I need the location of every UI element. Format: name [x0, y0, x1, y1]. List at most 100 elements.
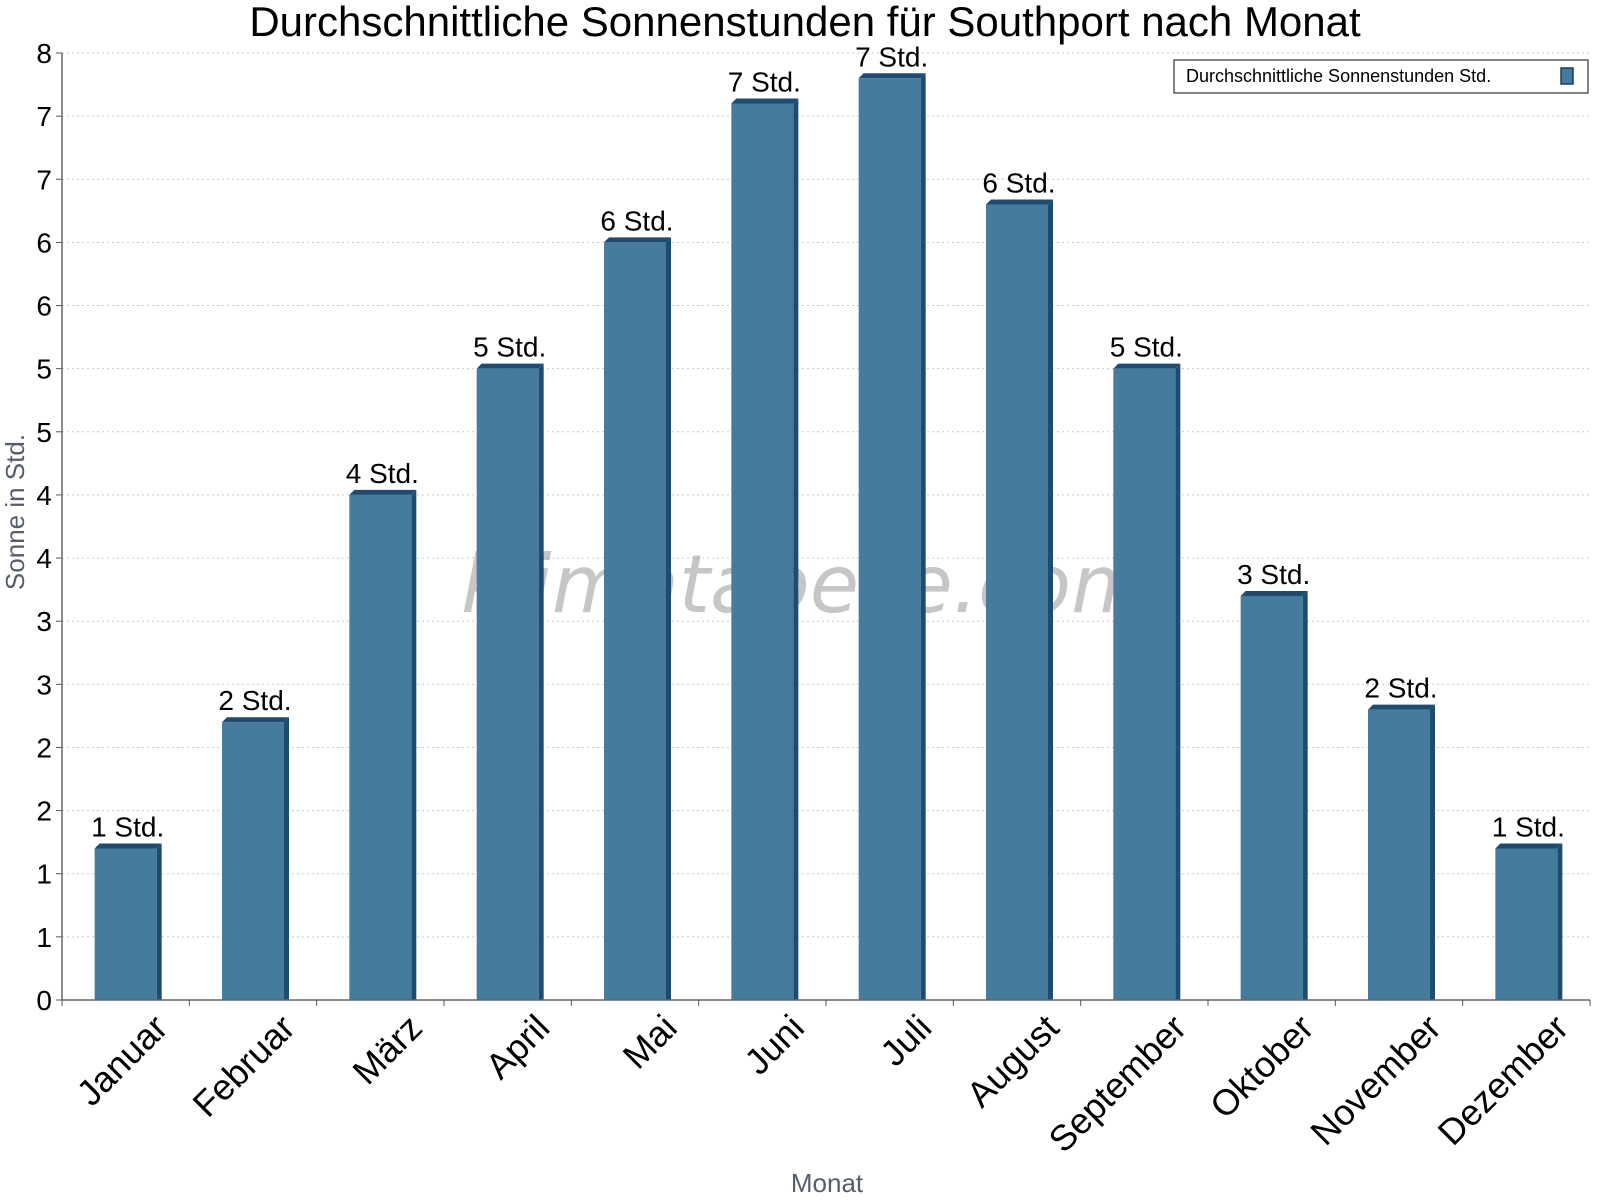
data-label: 5 Std.	[473, 332, 546, 363]
bar-front	[986, 204, 1048, 1000]
data-label: 4 Std.	[346, 458, 419, 489]
bar	[1113, 363, 1181, 1001]
bar-front	[604, 242, 666, 1000]
legend-label: Durchschnittliche Sonnenstunden Std.	[1186, 66, 1491, 86]
bar	[604, 237, 671, 1000]
bar-front	[222, 722, 284, 1000]
x-tick-label: Oktober	[1202, 1007, 1322, 1127]
bar-front	[858, 78, 921, 1000]
bar-side	[1430, 704, 1435, 1000]
y-tick-labels: 0 1 1 2 2 3 3 4 4 5 5 6 6 7 7 8	[36, 38, 52, 1016]
x-axis-label: Monat	[791, 1168, 864, 1198]
bar	[1240, 590, 1308, 1000]
bar-side	[1175, 363, 1181, 1001]
data-label: 7 Std.	[855, 41, 928, 72]
bar	[731, 98, 799, 1001]
bar-top	[1240, 590, 1308, 596]
bar-side	[156, 843, 162, 1000]
bar-front	[349, 494, 412, 1000]
bar-side	[920, 73, 926, 1000]
data-label: 2 Std.	[218, 685, 291, 716]
y-tick-label: 7	[36, 164, 52, 195]
y-tick-label: 5	[36, 417, 52, 448]
x-tick-label: Dezember	[1430, 1007, 1576, 1153]
bars	[94, 73, 1563, 1001]
bar-top	[731, 98, 799, 104]
x-tick-label: Mai	[615, 1007, 685, 1077]
y-tick-label: 4	[36, 480, 52, 511]
y-tick-label: 6	[36, 227, 52, 258]
bar-front	[731, 103, 794, 1001]
bar	[476, 363, 544, 1001]
bar-top	[986, 199, 1053, 205]
data-label: 2 Std.	[1364, 673, 1437, 704]
data-labels: 1 Std. 2 Std. 4 Std. 5 Std. 6 Std. 7 Std. 7 St…	[91, 41, 1565, 842]
chart-title: Durchschnittliche Sonnenstunden für Sout…	[249, 0, 1361, 45]
bar-top	[1495, 843, 1563, 849]
bar	[1368, 704, 1435, 1000]
bar-top	[604, 237, 671, 243]
y-tick-label: 3	[36, 606, 52, 637]
bar-top	[222, 717, 289, 723]
y-tick-label: 1	[36, 922, 52, 953]
bar-top	[1368, 704, 1435, 710]
data-label: 5 Std.	[1110, 332, 1183, 363]
bar-front	[1113, 368, 1176, 1001]
bar-top	[858, 73, 926, 79]
bar-side	[1048, 199, 1053, 1000]
bar-top	[94, 843, 162, 849]
x-tick-label: März	[344, 1007, 430, 1093]
data-label: 6 Std.	[600, 205, 673, 236]
bar-side	[1302, 590, 1308, 1000]
y-tick-label: 5	[36, 354, 52, 385]
bar	[1495, 843, 1563, 1000]
data-label: 3 Std.	[1237, 559, 1310, 590]
x-tick-label: September	[1040, 1007, 1194, 1161]
bar-side	[538, 363, 544, 1001]
data-label: 6 Std.	[982, 168, 1055, 199]
bar	[222, 717, 289, 1000]
x-tick-label: April	[477, 1007, 557, 1087]
y-tick-label: 7	[36, 101, 52, 132]
grid-lines	[62, 52, 1590, 938]
x-tick-label: Januar	[68, 1007, 175, 1114]
y-tick-label: 2	[36, 732, 52, 763]
bar-front	[476, 368, 539, 1001]
x-tick-label: November	[1302, 1007, 1448, 1153]
bar-side	[1557, 843, 1563, 1000]
y-tick-label: 4	[36, 543, 52, 574]
y-tick-label: 6	[36, 291, 52, 322]
x-tick-label: Juni	[736, 1007, 812, 1083]
x-tick-label: Februar	[185, 1007, 303, 1125]
bar	[858, 73, 926, 1000]
y-axis-label: Sonne in Std.	[0, 434, 30, 590]
y-tick-label: 2	[36, 796, 52, 827]
bar-front	[94, 848, 157, 1000]
bar-front	[1240, 595, 1303, 1000]
axes	[56, 52, 1591, 1006]
x-tick-label: August	[958, 1007, 1066, 1115]
bar	[94, 843, 162, 1000]
bar-top	[349, 489, 417, 495]
x-tick-labels: Januar Februar März April Mai Juni Juli AugustS…	[68, 1007, 1576, 1161]
data-label: 1 Std.	[91, 811, 164, 842]
data-label: 7 Std.	[728, 67, 801, 98]
bar	[986, 199, 1053, 1000]
legend-box	[1173, 59, 1589, 94]
y-tick-label: 3	[36, 669, 52, 700]
bar-side	[793, 98, 799, 1001]
bar	[349, 489, 417, 1000]
legend: Durchschnittliche Sonnenstunden Std.	[1173, 59, 1589, 94]
bar-top	[1113, 363, 1181, 369]
y-tick-label: 8	[36, 38, 52, 69]
x-tick-label: Juli	[872, 1007, 939, 1074]
bar-side	[411, 489, 417, 1000]
bar-side	[284, 717, 289, 1000]
y-tick-label: 1	[36, 859, 52, 890]
bar-front	[1368, 709, 1430, 1000]
y-tick-label: 0	[36, 985, 52, 1016]
legend-swatch	[1560, 67, 1574, 85]
bar-front	[1495, 848, 1558, 1000]
data-label: 1 Std.	[1492, 811, 1565, 842]
